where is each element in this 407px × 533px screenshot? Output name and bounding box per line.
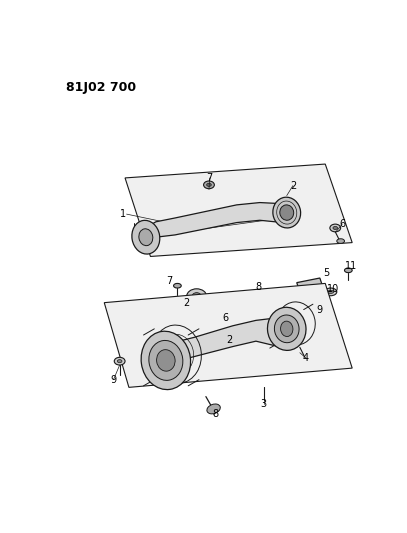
- Polygon shape: [143, 203, 292, 245]
- Text: 10: 10: [327, 284, 339, 294]
- Ellipse shape: [114, 357, 125, 365]
- Text: 11: 11: [345, 261, 357, 271]
- Ellipse shape: [173, 284, 181, 288]
- Text: 7: 7: [166, 276, 173, 286]
- Text: 81J02 700: 81J02 700: [66, 81, 136, 94]
- Text: 2: 2: [184, 297, 190, 308]
- Text: 1: 1: [120, 209, 126, 219]
- Ellipse shape: [344, 268, 352, 273]
- Ellipse shape: [149, 341, 183, 381]
- Ellipse shape: [224, 310, 234, 318]
- Ellipse shape: [207, 183, 211, 187]
- Ellipse shape: [328, 290, 334, 294]
- Ellipse shape: [117, 360, 122, 363]
- Ellipse shape: [280, 205, 294, 220]
- Ellipse shape: [337, 239, 344, 244]
- Polygon shape: [125, 164, 352, 256]
- Text: 9: 9: [110, 375, 116, 385]
- Ellipse shape: [280, 321, 293, 336]
- Text: 4: 4: [303, 353, 309, 363]
- Ellipse shape: [333, 227, 337, 230]
- Ellipse shape: [132, 220, 160, 254]
- Ellipse shape: [187, 289, 207, 304]
- Text: 9: 9: [317, 305, 323, 316]
- Text: 7: 7: [207, 173, 213, 183]
- Ellipse shape: [314, 303, 326, 311]
- Ellipse shape: [157, 350, 175, 371]
- Text: 6: 6: [223, 313, 229, 323]
- Text: 3: 3: [260, 399, 267, 409]
- Ellipse shape: [192, 293, 201, 301]
- Text: 2: 2: [290, 181, 296, 191]
- Ellipse shape: [141, 331, 190, 390]
- Text: 2: 2: [226, 335, 232, 345]
- Ellipse shape: [274, 315, 299, 343]
- Ellipse shape: [330, 224, 341, 232]
- Polygon shape: [297, 278, 328, 306]
- Text: 6: 6: [339, 219, 345, 229]
- Ellipse shape: [207, 404, 220, 414]
- Polygon shape: [164, 318, 297, 368]
- Ellipse shape: [139, 229, 153, 246]
- Text: 8: 8: [255, 282, 261, 292]
- Text: 5: 5: [323, 269, 329, 278]
- Ellipse shape: [324, 288, 337, 296]
- Ellipse shape: [258, 289, 267, 296]
- Text: 8: 8: [212, 408, 218, 418]
- Ellipse shape: [204, 181, 214, 189]
- Ellipse shape: [273, 197, 301, 228]
- Ellipse shape: [267, 308, 306, 350]
- Ellipse shape: [317, 306, 323, 309]
- Polygon shape: [104, 284, 352, 387]
